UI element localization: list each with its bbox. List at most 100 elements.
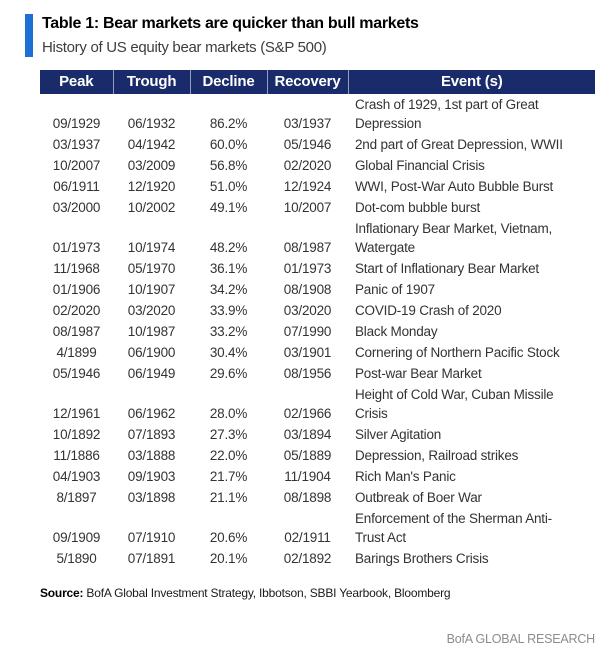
source-line: Source: BofA Global Investment Strategy,… xyxy=(40,586,603,600)
cell-peak: 12/1961 xyxy=(52,406,101,421)
cell-recovery: 08/1956 xyxy=(283,366,332,381)
cell-event: Start of Inflationary Bear Market xyxy=(355,261,539,276)
cell-decline: 56.8% xyxy=(209,158,248,173)
cell-trough: 06/1900 xyxy=(127,345,176,360)
source-text: BofA Global Investment Strategy, Ibbotso… xyxy=(86,586,451,600)
cell-recovery: 01/1973 xyxy=(283,261,332,276)
cell-decline: 20.6% xyxy=(209,530,248,545)
cell-decline: 51.0% xyxy=(209,179,248,194)
table-row: 11/1968 05/1970 36.1% 01/1973 Start of Infla… xyxy=(40,258,595,279)
table-row: 09/1929 06/1932 86.2% 03/1937 Crash of 1929,… xyxy=(40,94,595,134)
title-block: Table 1: Bear markets are quicker than b… xyxy=(25,14,603,57)
table-row: 11/1886 03/1888 22.0% 05/1889 Depression, Ra… xyxy=(40,445,595,466)
brand-mark: BofA GLOBAL RESEARCH xyxy=(446,632,596,646)
cell-event: Outbreak of Boer War xyxy=(355,490,482,505)
cell-trough: 07/1893 xyxy=(127,427,176,442)
cell-recovery: 02/1911 xyxy=(284,530,331,545)
cell-peak: 10/1892 xyxy=(52,427,101,442)
table-title: Table 1: Bear markets are quicker than b… xyxy=(42,15,419,32)
cell-trough: 06/1932 xyxy=(127,116,176,131)
cell-event: Height of Cold War, Cuban Missile Crisis xyxy=(355,387,554,421)
cell-decline: 49.1% xyxy=(209,200,248,215)
cell-event: Global Financial Crisis xyxy=(355,158,485,173)
accent-bar xyxy=(25,14,33,57)
table-row: 01/1906 10/1907 34.2% 08/1908 Panic of 1907 xyxy=(40,279,595,300)
cell-event: Dot-com bubble burst xyxy=(355,200,481,215)
cell-event: Depression, Railroad strikes xyxy=(355,448,519,463)
cell-recovery: 02/1966 xyxy=(283,406,332,421)
table-row: 03/1937 04/1942 60.0% 05/1946 2nd part of Gr… xyxy=(40,134,595,155)
cell-event: Cornering of Northern Pacific Stock xyxy=(355,345,560,360)
cell-peak: 01/1906 xyxy=(52,282,101,297)
cell-trough: 10/1907 xyxy=(127,282,176,297)
cell-peak: 11/1968 xyxy=(53,261,100,276)
cell-trough: 05/1970 xyxy=(127,261,176,276)
cell-trough: 06/1962 xyxy=(127,406,176,421)
table-row: 01/1973 10/1974 48.2% 08/1987 Inflationary B… xyxy=(40,218,595,258)
table-header: Peak Trough Decline Recovery Event (s) xyxy=(40,70,595,94)
table-body: 09/1929 06/1932 86.2% 03/1937 Crash of 1929,… xyxy=(40,94,595,569)
cell-trough: 07/1891 xyxy=(127,551,176,566)
cell-trough: 06/1949 xyxy=(127,366,176,381)
cell-recovery: 03/1894 xyxy=(283,427,332,442)
cell-peak: 10/2007 xyxy=(52,158,101,173)
table-row: 02/2020 03/2020 33.9% 03/2020 COVID-19 Crash… xyxy=(40,300,595,321)
cell-recovery: 02/2020 xyxy=(283,158,332,173)
cell-decline: 29.6% xyxy=(209,366,248,381)
table-row: 10/1892 07/1893 27.3% 03/1894 Silver Agitati… xyxy=(40,424,595,445)
column-header-peak: Peak xyxy=(40,70,113,94)
cell-trough: 12/1920 xyxy=(127,179,176,194)
cell-event: Barings Brothers Crisis xyxy=(355,551,489,566)
cell-peak: 09/1909 xyxy=(52,530,101,545)
cell-trough: 03/2009 xyxy=(127,158,176,173)
cell-event: Post-war Bear Market xyxy=(355,366,482,381)
cell-peak: 03/2000 xyxy=(52,200,101,215)
cell-decline: 22.0% xyxy=(209,448,248,463)
cell-recovery: 03/1937 xyxy=(283,116,332,131)
cell-decline: 28.0% xyxy=(209,406,248,421)
cell-trough: 10/1974 xyxy=(127,240,176,255)
cell-peak: 05/1946 xyxy=(52,366,101,381)
cell-event: 2nd part of Great Depression, WWII xyxy=(355,137,563,152)
cell-trough: 03/1898 xyxy=(127,490,176,505)
cell-recovery: 12/1924 xyxy=(283,179,332,194)
cell-decline: 21.1% xyxy=(209,490,248,505)
cell-decline: 33.2% xyxy=(209,324,248,339)
cell-recovery: 08/1908 xyxy=(283,282,332,297)
column-header-events: Event (s) xyxy=(347,70,595,94)
table-row: 12/1961 06/1962 28.0% 02/1966 Height of Cold… xyxy=(40,384,595,424)
bear-markets-table: Peak Trough Decline Recovery Event (s) 0… xyxy=(40,70,595,569)
table-row: 4/1899 06/1900 30.4% 03/1901 Cornering of No… xyxy=(40,342,595,363)
table-row: 10/2007 03/2009 56.8% 02/2020 Global Financi… xyxy=(40,155,595,176)
cell-event: Panic of 1907 xyxy=(355,282,435,297)
table-row: 8/1897 03/1898 21.1% 08/1898 Outbreak of Boe… xyxy=(40,487,595,508)
cell-decline: 86.2% xyxy=(209,116,248,131)
cell-peak: 08/1987 xyxy=(52,324,101,339)
table-row: 08/1987 10/1987 33.2% 07/1990 Black Monday xyxy=(40,321,595,342)
cell-recovery: 03/1901 xyxy=(283,345,332,360)
cell-peak: 01/1973 xyxy=(52,240,101,255)
cell-recovery: 05/1946 xyxy=(283,137,332,152)
cell-recovery: 11/1904 xyxy=(284,469,331,484)
cell-event: Rich Man's Panic xyxy=(355,469,456,484)
cell-trough: 04/1942 xyxy=(127,137,176,152)
table-row: 09/1909 07/1910 20.6% 02/1911 Enforcement of… xyxy=(40,508,595,548)
cell-event: Crash of 1929, 1st part of Great Depress… xyxy=(355,97,539,131)
cell-peak: 02/2020 xyxy=(52,303,101,318)
cell-event: WWI, Post-War Auto Bubble Burst xyxy=(355,179,554,194)
cell-recovery: 02/1892 xyxy=(283,551,332,566)
column-header-trough: Trough xyxy=(112,70,190,94)
cell-event: Silver Agitation xyxy=(355,427,442,442)
table-row: 06/1911 12/1920 51.0% 12/1924 WWI, Post-War … xyxy=(40,176,595,197)
cell-recovery: 10/2007 xyxy=(283,200,332,215)
cell-peak: 5/1890 xyxy=(56,551,97,566)
cell-recovery: 08/1898 xyxy=(283,490,332,505)
cell-event: COVID-19 Crash of 2020 xyxy=(355,303,502,318)
table-row: 04/1903 09/1903 21.7% 11/1904 Rich Man's Pan… xyxy=(40,466,595,487)
table-row: 03/2000 10/2002 49.1% 10/2007 Dot-com bubble… xyxy=(40,197,595,218)
cell-decline: 34.2% xyxy=(209,282,248,297)
cell-decline: 27.3% xyxy=(209,427,248,442)
column-header-recovery: Recovery xyxy=(266,70,348,94)
table-row: 5/1890 07/1891 20.1% 02/1892 Barings Brother… xyxy=(40,548,595,569)
cell-event: Black Monday xyxy=(355,324,438,339)
